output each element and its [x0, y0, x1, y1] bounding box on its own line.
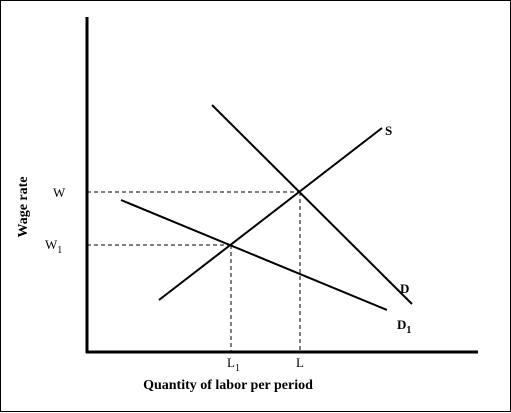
supply-curve — [158, 127, 383, 301]
supply-label: S — [385, 123, 392, 138]
demand-shifted-curve — [120, 199, 388, 311]
demand-shifted-label: D1 — [397, 317, 411, 336]
x-tick-l: L — [296, 355, 304, 370]
demand-label: D — [400, 281, 409, 296]
x-axis-title: Quantity of labor per period — [143, 378, 313, 393]
demand-curve — [211, 104, 413, 305]
y-tick-w1: W1 — [45, 237, 62, 256]
y-axis-title: Wage rate — [16, 176, 31, 237]
x-tick-l1: L1 — [227, 355, 240, 374]
y-tick-w: W — [53, 185, 66, 200]
